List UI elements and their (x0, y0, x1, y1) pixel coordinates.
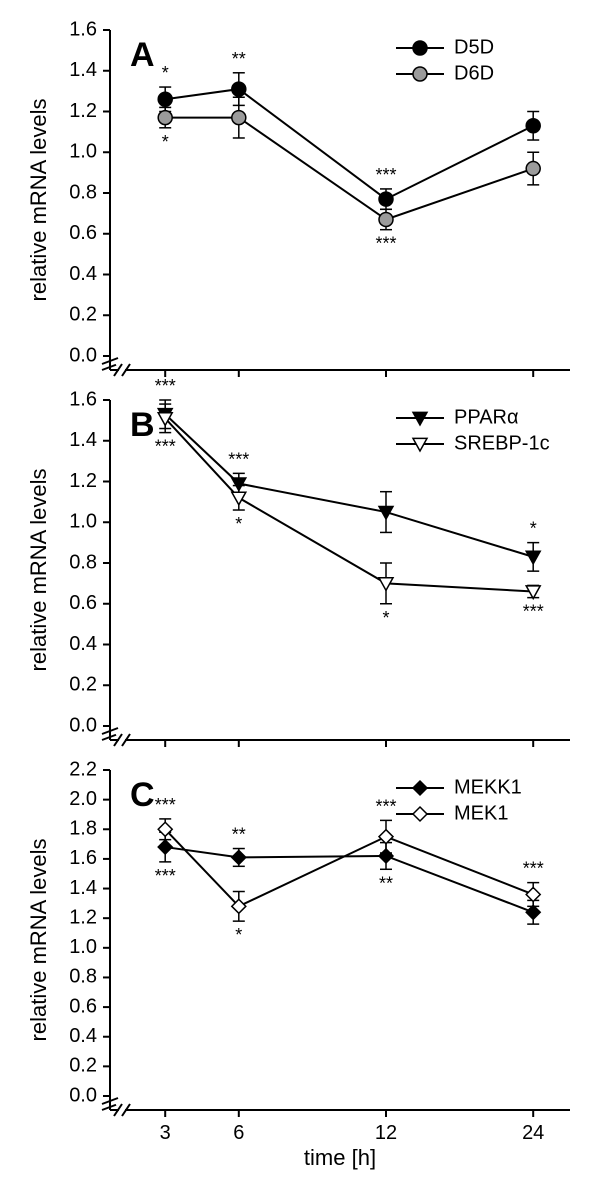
series-line (165, 847, 533, 912)
panel-letter: C (130, 776, 155, 814)
series-line (165, 89, 533, 199)
xtick-label: 6 (233, 1122, 244, 1144)
significance-marker: * (235, 514, 242, 534)
legend-label: PPARα (454, 406, 519, 428)
ytick-label: 1.4 (69, 429, 97, 451)
ytick-label: 1.2 (69, 906, 97, 928)
significance-marker: *** (375, 796, 396, 816)
significance-marker: *** (523, 602, 544, 622)
ytick-label: 0.8 (69, 551, 97, 573)
ytick-label: 1.6 (69, 388, 97, 410)
significance-marker: *** (155, 376, 176, 396)
ytick-label: 1.6 (69, 18, 97, 40)
significance-marker: ** (232, 49, 246, 69)
significance-marker: * (530, 519, 537, 539)
significance-marker: *** (523, 859, 544, 879)
ytick-label: 0.2 (69, 1055, 97, 1077)
legend-label: SREBP-1c (454, 432, 550, 454)
ytick-label: 0.6 (69, 995, 97, 1017)
ytick-label: 0.8 (69, 181, 97, 203)
ytick-label: 1.0 (69, 511, 97, 533)
y-axis-label: relative mRNA levels (26, 469, 51, 672)
significance-marker: * (162, 132, 169, 152)
significance-marker: * (382, 608, 389, 628)
xtick-label: 24 (522, 1122, 544, 1144)
panel-letter: B (130, 406, 155, 444)
ytick-label: 0.0 (69, 344, 97, 366)
significance-marker: ** (379, 873, 393, 893)
ytick-label: 1.6 (69, 847, 97, 869)
significance-marker: *** (228, 449, 249, 469)
ytick-label: 1.2 (69, 100, 97, 122)
xtick-label: 3 (160, 1122, 171, 1144)
ytick-label: 0.8 (69, 966, 97, 988)
ytick-label: 1.4 (69, 877, 97, 899)
xtick-label: 12 (375, 1122, 397, 1144)
series-line (165, 829, 533, 906)
y-axis-label: relative mRNA levels (26, 99, 51, 302)
panel-A: 0.0 0.2 0.4 0.6 0.8 1.0 1.2 1.4 1.6 relative mRNA… (26, 18, 570, 378)
ytick-label: 1.4 (69, 59, 97, 81)
y-axis-label: relative mRNA levels (26, 839, 51, 1042)
ytick-label: 0.4 (69, 1025, 97, 1047)
significance-marker: *** (375, 234, 396, 254)
significance-marker: *** (155, 795, 176, 815)
legend-label: MEK1 (454, 802, 508, 824)
significance-marker: *** (155, 437, 176, 457)
ytick-label: 1.2 (69, 470, 97, 492)
panel-B: 0.0 0.2 0.4 0.6 0.8 1.0 1.2 1.4 1.6 relative mRNA… (26, 376, 570, 748)
x-axis-label: time [h] (304, 1145, 376, 1170)
series-line (165, 118, 533, 220)
ytick-label: 0.6 (69, 222, 97, 244)
panel-letter: A (130, 36, 155, 74)
ytick-label: 1.0 (69, 936, 97, 958)
ytick-label: 2.0 (69, 788, 97, 810)
ytick-label: 0.4 (69, 263, 97, 285)
ytick-label: 0.4 (69, 633, 97, 655)
ytick-label: 2.2 (69, 758, 97, 780)
significance-marker: * (162, 63, 169, 83)
panel-C: 0.0 0.2 0.4 0.6 0.8 1.0 1.2 1.4 1.6 1.8 2.0 2.2 rela… (26, 758, 570, 1144)
significance-marker: *** (375, 165, 396, 185)
legend-label: D5D (454, 36, 494, 58)
legend-label: MEKK1 (454, 776, 522, 798)
ytick-label: 0.0 (69, 1084, 97, 1106)
ytick-label: 1.0 (69, 141, 97, 163)
ytick-label: 0.2 (69, 674, 97, 696)
legend-label: D6D (454, 62, 494, 84)
significance-marker: * (235, 925, 242, 945)
ytick-label: 0.0 (69, 714, 97, 736)
ytick-label: 0.6 (69, 592, 97, 614)
significance-marker: ** (232, 825, 246, 845)
significance-marker: *** (155, 866, 176, 886)
ytick-label: 1.8 (69, 818, 97, 840)
ytick-label: 0.2 (69, 304, 97, 326)
figure-svg: 0.0 0.2 0.4 0.6 0.8 1.0 1.2 1.4 1.6 relative mRNA… (0, 0, 600, 1193)
